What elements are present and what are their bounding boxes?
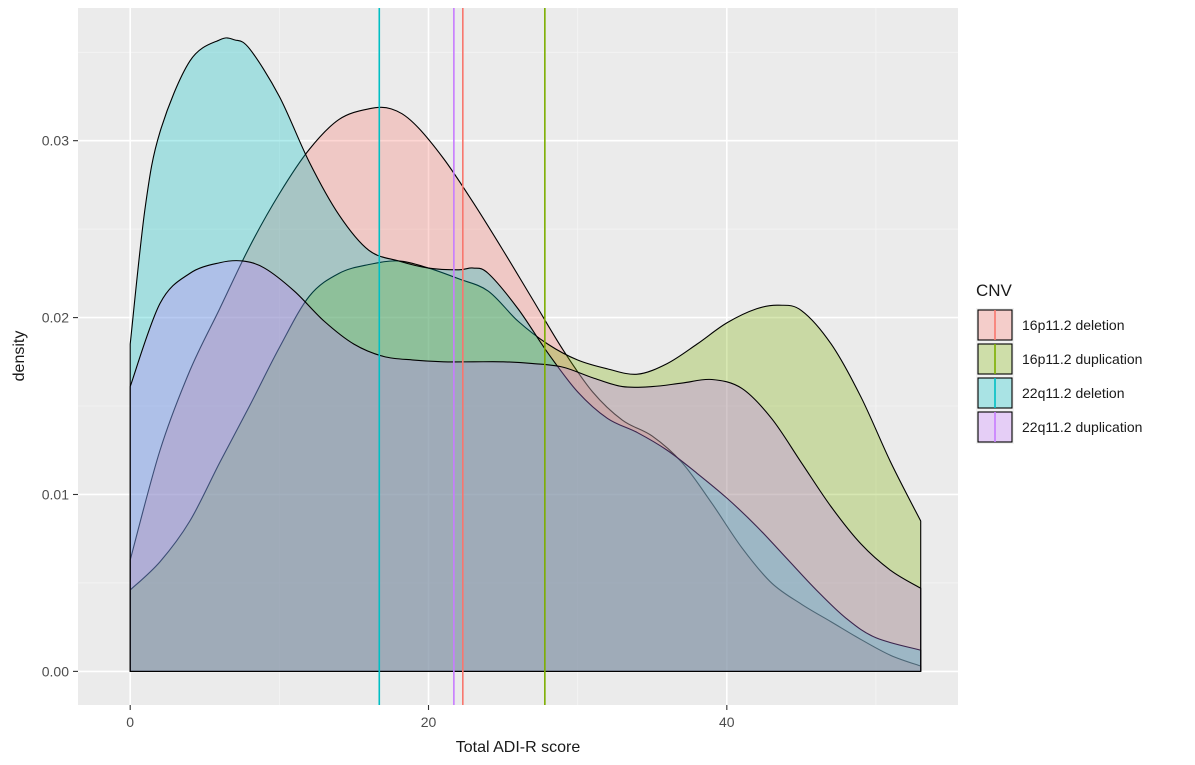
legend-label-0: 16p11.2 deletion — [1022, 317, 1125, 333]
y-tick-label-3: 0.03 — [42, 133, 69, 149]
minor-gridlines — [78, 8, 958, 705]
mean-lines — [378, 8, 546, 705]
x-tick-label-2: 40 — [719, 714, 735, 730]
y-tick-label-0: 0.00 — [42, 663, 69, 679]
density-area-0 — [129, 106, 922, 672]
x-axis-ticks: 0 20 40 — [126, 705, 735, 730]
density-area-3 — [129, 260, 922, 672]
y-tick-label-1: 0.01 — [42, 486, 69, 502]
y-tick-label-2: 0.02 — [42, 310, 69, 326]
x-axis-title: Total ADI-R score — [456, 739, 581, 756]
y-axis-ticks: 0.00 0.01 0.02 0.03 — [42, 133, 78, 679]
legend-label-1: 16p11.2 duplication — [1022, 351, 1142, 367]
density-area-2 — [129, 37, 922, 672]
plot-panel — [78, 8, 958, 705]
x-tick-label-1: 20 — [421, 714, 437, 730]
density-area-1 — [129, 260, 922, 672]
legend: CNV 16p11.2 deletion 16p11.2 duplication 2… — [976, 281, 1142, 444]
legend-label-2: 22q11.2 deletion — [1022, 385, 1125, 401]
x-tick-label-0: 0 — [126, 714, 134, 730]
legend-title: CNV — [976, 281, 1013, 300]
density-areas — [129, 37, 922, 672]
y-axis-title: density — [11, 331, 28, 382]
legend-label-3: 22q11.2 duplication — [1022, 419, 1142, 435]
